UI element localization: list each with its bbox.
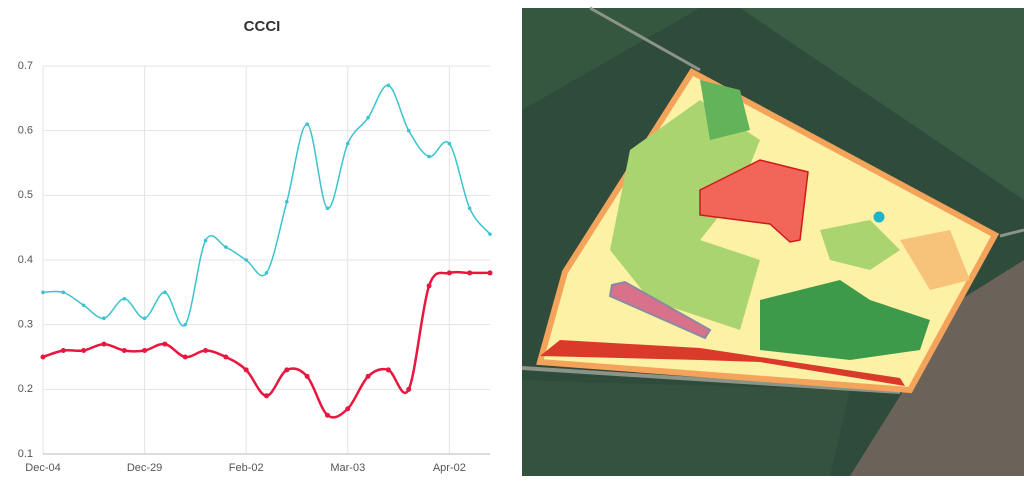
data-point bbox=[427, 154, 431, 159]
data-point bbox=[182, 354, 188, 360]
data-point bbox=[446, 270, 452, 276]
zone-dark-green bbox=[760, 280, 930, 360]
y-tick-label: 0.6 bbox=[18, 125, 33, 137]
road bbox=[521, 366, 901, 394]
data-point bbox=[447, 141, 452, 146]
data-point bbox=[325, 206, 330, 211]
field-map bbox=[521, 6, 1024, 476]
bare-soil bbox=[850, 260, 1024, 476]
data-point bbox=[324, 412, 330, 418]
road bbox=[589, 6, 701, 72]
data-point bbox=[61, 290, 66, 295]
y-tick-label: 0.4 bbox=[18, 254, 33, 266]
data-point bbox=[163, 290, 167, 295]
zone-green bbox=[700, 80, 750, 140]
data-point bbox=[488, 232, 492, 236]
y-tick-label: 0.5 bbox=[18, 189, 33, 201]
data-point bbox=[467, 206, 472, 211]
x-tick-label: Apr-02 bbox=[433, 462, 466, 474]
data-point bbox=[162, 341, 168, 347]
data-point bbox=[60, 348, 66, 354]
y-tick-label: 0.3 bbox=[18, 319, 33, 331]
data-point bbox=[203, 238, 208, 243]
y-tick-label: 0.2 bbox=[18, 383, 33, 395]
data-point bbox=[264, 393, 269, 399]
crop-block bbox=[522, 8, 700, 110]
x-tick-label: Mar-03 bbox=[330, 462, 365, 474]
location-pin bbox=[873, 211, 885, 223]
data-point bbox=[406, 128, 411, 133]
data-point bbox=[304, 373, 310, 379]
data-point bbox=[385, 367, 391, 373]
zone-orange bbox=[900, 230, 970, 290]
x-tick-label: Feb-02 bbox=[229, 462, 264, 474]
chart: 0.1 0.2 0.3 0.4 0.5 0.6 0.7 Dec-04 Dec-29 Feb-02 M… bbox=[18, 60, 493, 474]
zone-green bbox=[820, 220, 900, 270]
crop-block bbox=[740, 8, 1024, 200]
data-point bbox=[345, 406, 351, 412]
data-point bbox=[224, 245, 228, 249]
data-point bbox=[243, 367, 249, 373]
data-point bbox=[244, 258, 248, 262]
data-point bbox=[142, 348, 148, 354]
x-tick-label: Dec-29 bbox=[127, 462, 162, 474]
data-point bbox=[426, 283, 432, 289]
data-point bbox=[285, 200, 289, 204]
road bbox=[999, 228, 1024, 238]
crop-block bbox=[522, 380, 850, 476]
data-point bbox=[284, 367, 290, 373]
series-line bbox=[42, 84, 491, 327]
data-point bbox=[345, 141, 350, 146]
data-point bbox=[40, 354, 46, 360]
data-point bbox=[101, 341, 107, 347]
zone-red-edge bbox=[540, 340, 905, 386]
data-point bbox=[102, 316, 106, 321]
data-point bbox=[487, 270, 493, 276]
data-point bbox=[121, 348, 127, 354]
data-point bbox=[142, 316, 147, 321]
chart-title: CCCI bbox=[244, 18, 281, 35]
zone-outline bbox=[608, 280, 712, 340]
data-point bbox=[81, 303, 86, 308]
data-point bbox=[386, 83, 391, 88]
x-tick-label: Dec-04 bbox=[25, 462, 60, 474]
data-point bbox=[223, 354, 229, 360]
data-point bbox=[365, 373, 371, 379]
data-point bbox=[366, 115, 370, 120]
data-point bbox=[203, 348, 209, 354]
data-point bbox=[467, 270, 473, 276]
data-point bbox=[122, 297, 127, 301]
y-tick-label: 0.1 bbox=[18, 448, 33, 460]
zone-highlight bbox=[699, 159, 809, 243]
data-point bbox=[406, 386, 412, 392]
y-tick-label: 0.7 bbox=[18, 60, 33, 72]
data-point bbox=[305, 122, 309, 126]
data-point bbox=[81, 348, 87, 354]
data-point bbox=[183, 322, 188, 327]
data-point bbox=[41, 290, 45, 295]
zone-green bbox=[610, 100, 760, 330]
data-point bbox=[264, 271, 269, 275]
